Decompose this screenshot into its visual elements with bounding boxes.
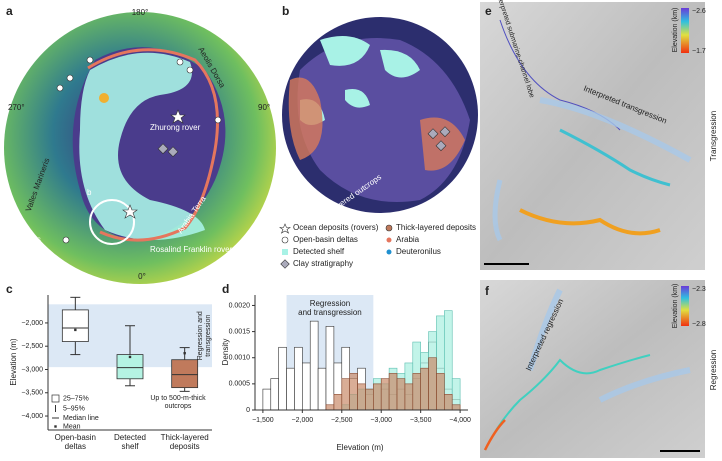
y-tick-label: −3,500 [21,390,43,397]
legend-label: Open-basin deltas [293,235,358,244]
map-e [480,2,705,270]
panel-label: d [222,282,229,296]
map-f [480,280,705,458]
bar [420,367,429,411]
bar [325,326,335,411]
x-axis-label: Elevation (m) [336,443,383,452]
bar [380,378,390,411]
bar [325,404,335,411]
legend-box [51,394,60,403]
legend-markers [279,223,393,269]
bar [278,346,287,411]
mean [183,351,186,355]
annotation: Up to 500-m-thick outcrops [150,395,206,410]
bar [373,383,382,411]
legend-label: Arabia [396,235,420,244]
y-tick-label: 0.0015 [229,328,251,335]
legend-label: Clay stratigraphy [293,259,353,268]
place-label: Hypanis [12,235,41,244]
legend-mean [54,425,57,428]
y-tick-label: 0.0010 [229,355,251,362]
bar [270,378,279,411]
band-label: Regression andtransgression [197,311,212,360]
legend-label: Median line [63,415,99,422]
colorbar-label: −2.6 [692,8,706,15]
legend-label: Mean [63,423,81,430]
x-tick-label: −2,000 [292,417,314,424]
y-tick-label: 0.0005 [229,381,251,388]
mean [128,355,132,359]
colorbar-label: −1.7 [692,48,706,55]
box [171,359,199,389]
bar [302,362,311,411]
y-tick-label: −2,500 [21,343,43,350]
map-b [282,17,478,213]
bar [294,346,303,411]
y-tick-label: −3,000 [21,366,43,373]
longitude-label: 180° [132,8,149,17]
longitude-label: 270° [8,103,25,112]
place-label: Rosalind Franklin rover [150,245,233,254]
bar [428,357,437,411]
bar [412,373,421,411]
bar [451,404,461,411]
bar [309,320,319,411]
legend-label: Deuteronilus [396,247,441,256]
y-tick-label: 0.0020 [229,302,251,309]
bar [365,388,374,411]
side-label: Transgression [709,111,718,161]
bar [262,388,272,411]
x-tick-label: −1,500 [252,417,274,424]
colorbar-label: −2.3 [692,286,706,293]
legend-label: Ocean deposits (rovers) [293,223,379,232]
x-tick-label: −2,500 [331,417,353,424]
y-tick-label: −4,000 [21,413,43,420]
box [61,309,89,342]
side-label: Regression [709,350,718,390]
x-tick-label: Thick-layered deposits [161,433,209,451]
panel-label: a [6,4,13,18]
legend-label: Detected shelf [293,247,345,256]
bar [388,373,398,411]
colorbar-label: −2.8 [692,321,706,328]
bar [396,378,406,411]
map-a [4,12,276,284]
panel-label: f [485,284,490,298]
y-axis-label: Density [221,339,230,366]
bar [286,367,295,411]
band-label: Regression and transgression [298,299,362,317]
x-tick-label: Open-basin deltas [55,433,96,451]
place-label: Zhurong rover [150,123,201,132]
y-axis-label: Elevation (m) [9,338,18,385]
mean [74,328,77,332]
legend-label: 5–95% [63,405,85,412]
bar [404,383,414,411]
panel-label: e [485,4,492,18]
bar [317,367,327,411]
bar [436,373,445,411]
bar [349,373,358,411]
colorbar-title: Elevation (km) [672,284,679,329]
inset-label: b [87,188,92,197]
box [116,354,144,380]
bar [341,378,350,411]
x-tick-label: −4,000 [449,417,471,424]
longitude-label: 0° [138,272,146,281]
y-tick-label: 0 [246,407,250,414]
panel-label: b [282,4,289,18]
y-tick-label: −2,000 [21,320,43,327]
colorbar-title: Elevation (km) [672,8,679,53]
bar [357,383,366,411]
legend-label: Thick-layered deposits [396,223,476,232]
bar [444,394,453,411]
bar [333,394,343,411]
x-tick-label: Detected shelf [114,433,146,451]
x-tick-label: −3,000 [370,417,392,424]
panel-label: c [6,282,13,296]
longitude-label: 90° [258,103,270,112]
legend-label: 25–75% [63,395,89,402]
x-tick-label: −3,500 [410,417,432,424]
